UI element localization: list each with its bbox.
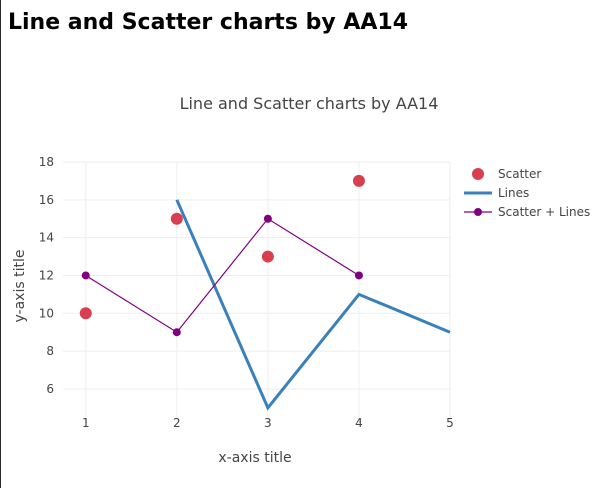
y-tick-label: 10 [39, 306, 54, 320]
y-tick-label: 18 [39, 155, 54, 169]
legend-label: Scatter [498, 167, 541, 181]
x-tick-label: 5 [446, 416, 454, 430]
legend-item[interactable]: Scatter + Lines [464, 205, 590, 219]
data-point[interactable] [353, 175, 365, 187]
legend-marker [474, 208, 482, 216]
x-axis-ticks: 1 2 3 4 5 [82, 416, 454, 430]
series-scatter[interactable] [80, 175, 365, 319]
legend-label: Lines [498, 186, 529, 200]
legend-item[interactable]: Lines [464, 186, 529, 200]
legend-item[interactable]: Scatter [472, 167, 541, 181]
x-tick-label: 2 [173, 416, 181, 430]
data-point[interactable] [173, 328, 181, 336]
y-tick-label: 6 [46, 382, 54, 396]
y-axis-ticks: 6 8 10 12 14 16 18 [39, 155, 54, 396]
x-tick-label: 1 [82, 416, 90, 430]
series-lines[interactable] [177, 200, 450, 408]
data-point[interactable] [264, 215, 272, 223]
data-point[interactable] [82, 271, 90, 279]
legend-label: Scatter + Lines [498, 205, 590, 219]
y-tick-label: 8 [46, 344, 54, 358]
plot-series[interactable] [80, 175, 450, 408]
x-axis-title: x-axis title [218, 450, 291, 466]
legend-marker [472, 168, 484, 180]
data-point[interactable] [355, 271, 363, 279]
y-tick-label: 16 [39, 193, 54, 207]
chart-title: Line and Scatter charts by AA14 [180, 94, 439, 113]
data-point[interactable] [171, 213, 183, 225]
x-tick-label: 4 [355, 416, 363, 430]
y-tick-label: 12 [39, 268, 54, 282]
y-tick-label: 14 [39, 231, 54, 245]
x-tick-label: 3 [264, 416, 272, 430]
series-line[interactable] [177, 200, 450, 408]
data-point[interactable] [262, 251, 274, 263]
y-axis-title: y-axis title [12, 250, 28, 323]
data-point[interactable] [80, 307, 92, 319]
chart-legend[interactable]: Scatter Lines Scatter + Lines [464, 167, 590, 219]
